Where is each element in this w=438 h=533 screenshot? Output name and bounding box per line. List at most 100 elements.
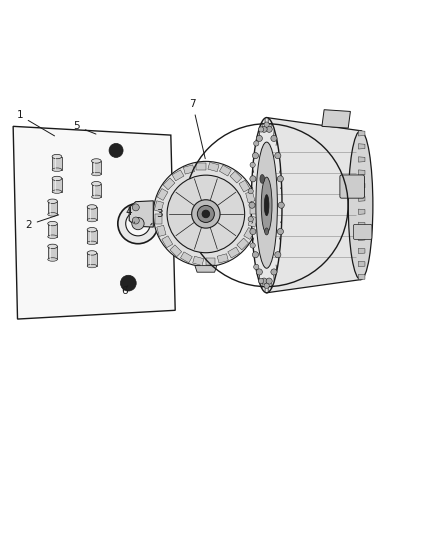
Circle shape	[120, 275, 136, 291]
Polygon shape	[217, 254, 228, 263]
Polygon shape	[87, 253, 97, 266]
Circle shape	[153, 161, 258, 266]
Text: 2: 2	[25, 215, 59, 230]
Ellipse shape	[348, 131, 373, 280]
Circle shape	[254, 141, 259, 146]
Ellipse shape	[48, 258, 57, 261]
Ellipse shape	[48, 235, 57, 238]
Ellipse shape	[251, 118, 282, 293]
Polygon shape	[358, 222, 365, 228]
Polygon shape	[154, 201, 163, 212]
Circle shape	[252, 252, 258, 258]
Polygon shape	[208, 163, 219, 172]
Polygon shape	[206, 258, 215, 265]
Text: 5: 5	[73, 122, 96, 134]
Circle shape	[264, 122, 269, 127]
Circle shape	[132, 217, 144, 230]
Ellipse shape	[48, 221, 57, 226]
Polygon shape	[358, 261, 365, 266]
Ellipse shape	[256, 142, 277, 268]
Polygon shape	[237, 238, 249, 250]
Ellipse shape	[48, 244, 57, 248]
Circle shape	[192, 200, 220, 228]
Text: 3: 3	[151, 209, 163, 225]
Circle shape	[278, 202, 284, 208]
Circle shape	[277, 229, 283, 235]
Polygon shape	[267, 118, 360, 293]
Circle shape	[256, 135, 262, 141]
Circle shape	[275, 152, 281, 159]
Circle shape	[261, 278, 267, 284]
Circle shape	[250, 176, 256, 182]
Polygon shape	[230, 171, 242, 183]
Circle shape	[277, 176, 283, 182]
Circle shape	[248, 189, 253, 194]
Polygon shape	[196, 163, 206, 170]
Text: 1: 1	[16, 110, 55, 136]
Ellipse shape	[52, 155, 62, 159]
Polygon shape	[358, 131, 365, 136]
Circle shape	[264, 283, 269, 288]
Polygon shape	[239, 180, 250, 192]
Polygon shape	[358, 235, 365, 240]
Ellipse shape	[92, 159, 101, 163]
Text: 7: 7	[189, 100, 205, 159]
Polygon shape	[244, 228, 254, 239]
Polygon shape	[157, 189, 168, 200]
Circle shape	[261, 126, 267, 132]
Circle shape	[250, 229, 256, 235]
Polygon shape	[157, 225, 166, 237]
Polygon shape	[87, 230, 97, 243]
Circle shape	[132, 204, 139, 211]
Polygon shape	[358, 209, 365, 214]
Polygon shape	[358, 248, 365, 254]
Circle shape	[250, 162, 255, 167]
Polygon shape	[155, 214, 162, 223]
Circle shape	[275, 252, 281, 258]
Polygon shape	[358, 157, 365, 162]
Circle shape	[248, 216, 253, 222]
Ellipse shape	[92, 182, 101, 186]
Polygon shape	[92, 161, 101, 174]
Polygon shape	[48, 223, 57, 237]
Circle shape	[250, 243, 255, 248]
Ellipse shape	[265, 228, 268, 235]
Ellipse shape	[261, 177, 272, 233]
Polygon shape	[170, 245, 182, 257]
Polygon shape	[52, 157, 62, 169]
Polygon shape	[48, 246, 57, 260]
Ellipse shape	[87, 251, 97, 255]
Ellipse shape	[87, 228, 97, 232]
FancyBboxPatch shape	[340, 175, 364, 198]
FancyBboxPatch shape	[353, 224, 372, 239]
Polygon shape	[162, 236, 173, 248]
Circle shape	[271, 269, 277, 275]
Polygon shape	[48, 201, 57, 214]
Text: 4: 4	[126, 207, 134, 222]
Circle shape	[249, 202, 255, 208]
Ellipse shape	[92, 172, 101, 176]
Polygon shape	[87, 207, 97, 220]
Circle shape	[258, 127, 264, 132]
Polygon shape	[358, 196, 365, 201]
Polygon shape	[219, 165, 231, 176]
Polygon shape	[180, 252, 192, 263]
Circle shape	[126, 211, 150, 236]
Circle shape	[202, 210, 210, 217]
Polygon shape	[358, 183, 365, 188]
Circle shape	[198, 205, 214, 222]
Circle shape	[252, 152, 258, 159]
Circle shape	[266, 126, 272, 132]
Circle shape	[132, 217, 139, 224]
Circle shape	[271, 135, 277, 141]
Ellipse shape	[48, 213, 57, 216]
Ellipse shape	[87, 219, 97, 222]
Ellipse shape	[52, 168, 62, 172]
Ellipse shape	[92, 195, 101, 199]
Ellipse shape	[52, 176, 62, 181]
Circle shape	[266, 278, 272, 284]
Polygon shape	[358, 144, 365, 149]
Ellipse shape	[264, 195, 269, 216]
Ellipse shape	[52, 190, 62, 193]
Circle shape	[118, 204, 158, 244]
